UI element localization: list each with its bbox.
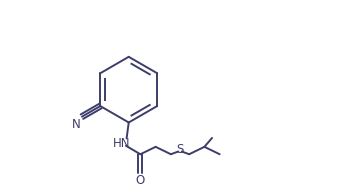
Text: O: O bbox=[136, 174, 145, 187]
Text: HN: HN bbox=[112, 137, 130, 150]
Text: N: N bbox=[72, 118, 81, 131]
Text: S: S bbox=[176, 143, 184, 156]
